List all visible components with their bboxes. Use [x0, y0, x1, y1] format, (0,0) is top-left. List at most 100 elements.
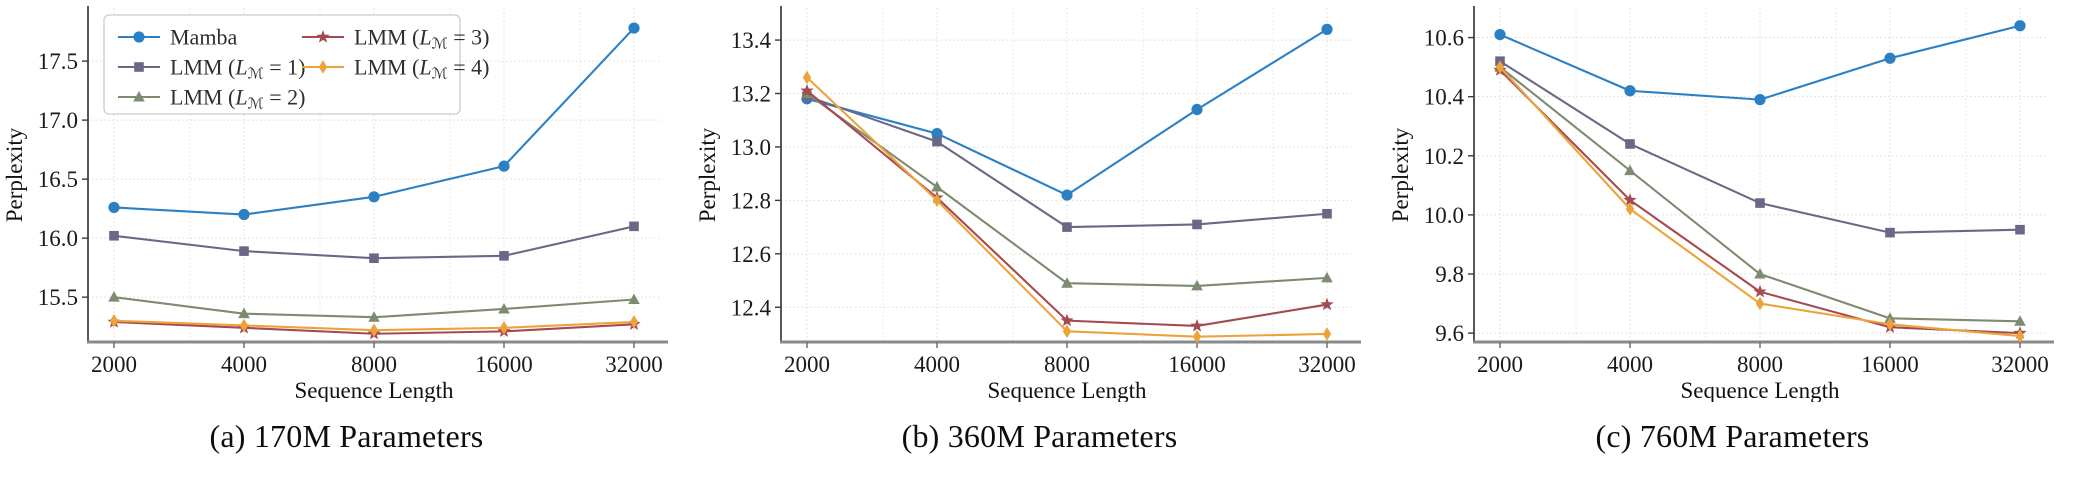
triangle-marker	[1624, 164, 1636, 176]
circle-marker	[1754, 94, 1766, 106]
series-lmm-l-4-	[802, 70, 1332, 344]
circle-marker	[1624, 85, 1636, 97]
legend-item-label: LMM (Lℳ = 1)	[170, 55, 305, 83]
triangle-marker	[1321, 271, 1333, 283]
series-line	[806, 76, 1328, 338]
circle-marker	[2014, 20, 2026, 32]
y-tick-label: 10.4	[1424, 85, 1465, 110]
thin-diamond-marker	[499, 321, 509, 335]
thin-diamond-marker	[1625, 202, 1635, 216]
x-tick-label: 4000	[1607, 352, 1653, 377]
series-lmm-l-1-	[802, 91, 1332, 232]
circle-marker	[498, 160, 510, 172]
thin-diamond-marker	[1885, 317, 1895, 332]
y-tick-label: 10.2	[1424, 144, 1464, 169]
star-marker	[316, 30, 330, 43]
y-tick-label: 10.0	[1424, 203, 1464, 228]
square-marker	[1755, 198, 1765, 208]
y-tick-label: 13.0	[731, 135, 771, 160]
thin-diamond-marker	[1192, 329, 1202, 344]
x-axis-label: Sequence Length	[987, 378, 1147, 402]
legend-item: Mamba	[118, 25, 237, 50]
thin-diamond-marker	[1062, 324, 1072, 339]
thin-diamond-marker	[239, 318, 249, 333]
star-marker	[800, 83, 814, 97]
x-tick-label: 8000	[1737, 352, 1783, 377]
triangle-marker	[2014, 315, 2026, 326]
circle-marker	[1061, 189, 1073, 201]
gridlines	[1474, 8, 2046, 342]
thin-diamond-marker	[1322, 327, 1332, 341]
triangle-marker	[628, 293, 640, 305]
triangle-marker	[498, 302, 510, 314]
axes	[1473, 6, 2054, 344]
circle-marker	[368, 191, 380, 203]
x-tick-label: 16000	[1168, 352, 1226, 377]
x-tick-label: 4000	[221, 352, 267, 377]
caption-360m: (b) 360M Parameters	[901, 418, 1178, 454]
legend-item-label: Mamba	[170, 25, 237, 50]
x-axis: 2000 4000 8000 16000 32000	[91, 342, 663, 377]
circle-marker	[108, 201, 120, 214]
triangle-marker	[931, 181, 943, 192]
series-lmm-l-1-	[109, 221, 639, 264]
axes	[780, 6, 1361, 344]
thin-diamond-marker	[2015, 329, 2025, 343]
square-marker	[1625, 139, 1635, 149]
chart-170m: 15.5 16.0 16.5 17.0 17.5 2000 4000 8000 16000 320…	[0, 0, 693, 500]
series-mamba	[108, 22, 640, 221]
legend-item-label: LMM (Lℳ = 4)	[354, 55, 489, 83]
square-marker	[629, 221, 639, 232]
triangle-marker	[368, 311, 380, 322]
star-marker	[1753, 284, 1767, 298]
x-tick-label: 32000	[1991, 352, 2049, 377]
circle-marker	[238, 208, 250, 221]
chart-360m-plot: 12.4 12.6 12.8 13.0 13.2 13.4 2000 4000 8000 1600…	[695, 6, 1361, 402]
triangle-marker	[108, 291, 120, 302]
y-tick-label: 10.6	[1424, 26, 1464, 51]
star-marker	[1623, 193, 1637, 206]
x-axis-label: Sequence Length	[1680, 378, 1840, 402]
star-marker	[1320, 297, 1334, 311]
y-tick-label: 12.6	[731, 242, 771, 267]
square-marker	[134, 62, 144, 72]
square-marker	[1322, 208, 1332, 219]
star-marker	[1060, 313, 1074, 327]
thin-diamond-marker	[1495, 60, 1505, 74]
y-axis-label: Perplexity	[695, 127, 720, 222]
x-axis: 2000 4000 8000 16000 32000	[784, 342, 1356, 377]
legend-item-label: LMM (Lℳ = 2)	[170, 85, 305, 113]
chart-760m-plot: 9.6 9.8 10.0 10.2 10.4 10.6 2000 4000 8000 16000 3…	[1388, 6, 2054, 402]
x-tick-label: 32000	[605, 352, 663, 377]
triangle-marker	[133, 91, 145, 102]
x-tick-label: 16000	[475, 352, 533, 377]
legend: Mamba LMM (Lℳ = 1)LMM (Lℳ = 2) LMM (Lℳ = 3…	[103, 14, 489, 115]
y-tick-label: 13.4	[731, 28, 772, 53]
y-tick-label: 9.6	[1435, 321, 1464, 346]
y-tick-label: 17.0	[38, 108, 78, 133]
series-lmm-l-2-	[108, 291, 640, 322]
series-mamba	[1494, 20, 2026, 106]
series-lmm-l-4-	[1495, 60, 2025, 343]
x-axis: 2000 4000 8000 16000 32000	[1477, 342, 2049, 377]
chart-760m: 9.6 9.8 10.0 10.2 10.4 10.6 2000 4000 8000 16000 3…	[1386, 0, 2079, 500]
square-marker	[1885, 227, 1895, 238]
legend-item: LMM (Lℳ = 4)	[302, 55, 489, 83]
series-line	[806, 90, 1328, 328]
y-axis: 15.5 16.0 16.5 17.0 17.5	[38, 49, 88, 310]
circle-marker	[1884, 52, 1896, 64]
y-tick-label: 17.5	[38, 49, 78, 74]
axes	[87, 6, 668, 344]
thin-diamond-marker	[1755, 296, 1765, 311]
triangle-marker	[1754, 268, 1766, 279]
y-axis-label: Perplexity	[2, 127, 27, 222]
y-tick-label: 9.8	[1435, 262, 1464, 287]
x-tick-label: 2000	[784, 352, 830, 377]
circle-marker	[1321, 23, 1333, 35]
square-marker	[932, 136, 942, 147]
caption-760m: (c) 760M Parameters	[1595, 418, 1870, 454]
y-tick-label: 12.8	[731, 188, 771, 213]
x-tick-label: 8000	[1044, 352, 1090, 377]
gridlines	[88, 8, 660, 342]
gridlines	[781, 8, 1353, 342]
